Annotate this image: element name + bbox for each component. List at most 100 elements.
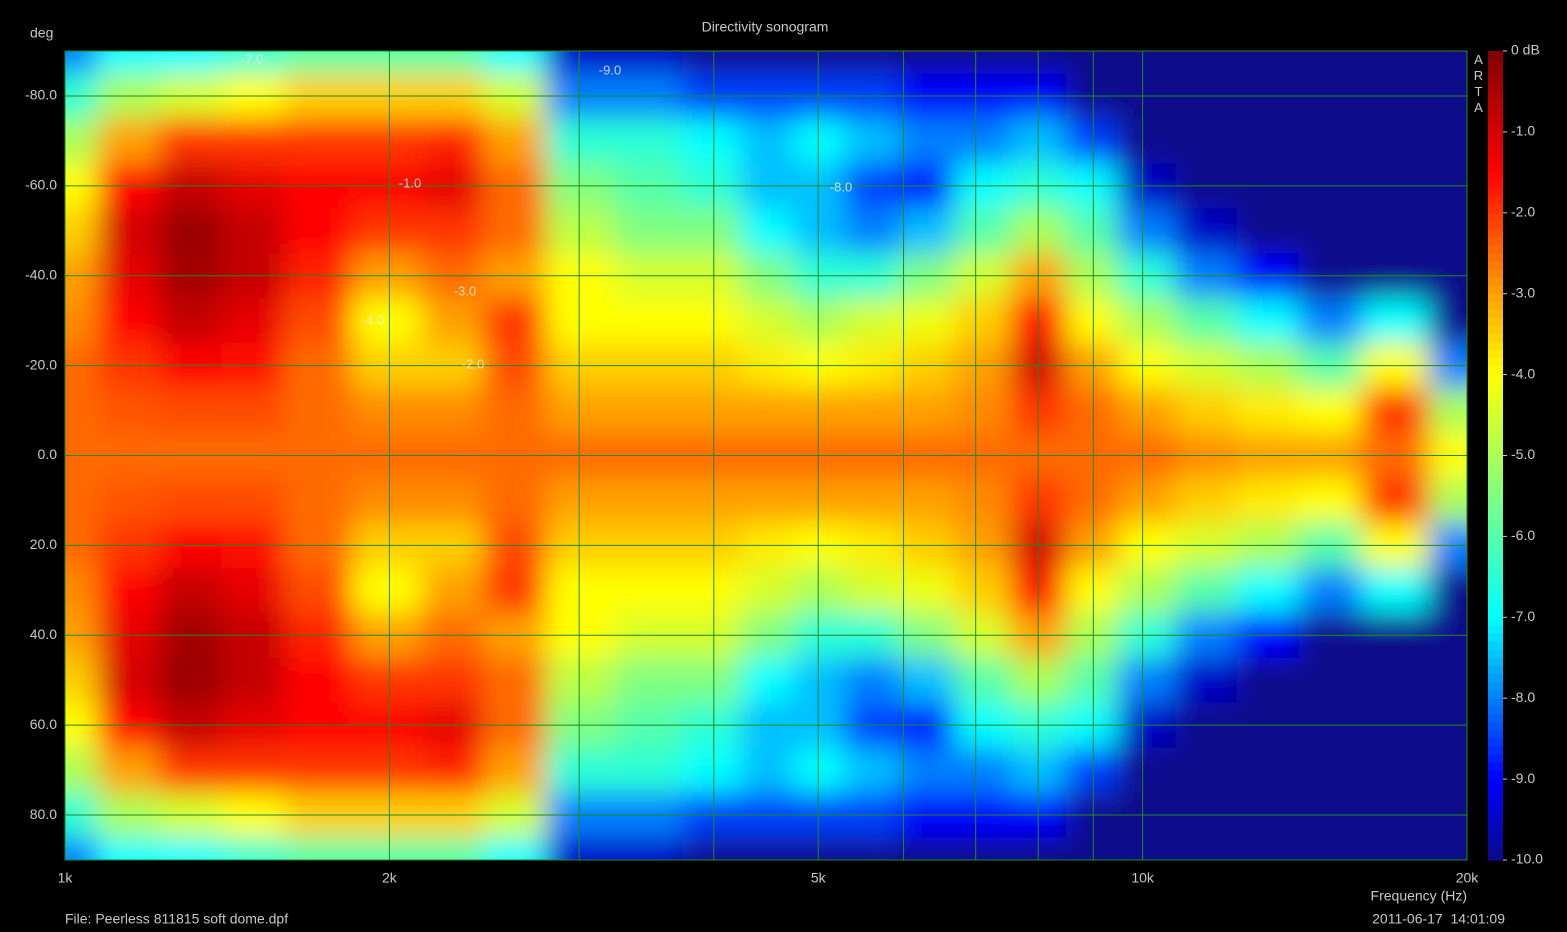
heat-cell <box>1298 388 1363 434</box>
colorbar-step <box>1488 754 1503 764</box>
heat-cell <box>1236 118 1300 164</box>
colorbar-step <box>1488 617 1503 626</box>
colorbar-label: -1.0 <box>1511 123 1535 139</box>
colorbar-step <box>1488 390 1503 400</box>
heat-cell <box>97 477 160 524</box>
heat-cell <box>682 208 742 254</box>
colorbar-step <box>1488 746 1503 756</box>
x-tick-label: 5k <box>811 870 827 886</box>
colorbar-step <box>1488 188 1503 198</box>
colorbar-label: -7.0 <box>1511 608 1535 624</box>
colorbar-step <box>1488 358 1503 368</box>
heat-cell <box>898 657 955 704</box>
heat-cell <box>844 567 900 614</box>
colorbar-step <box>1488 698 1503 707</box>
contour-label: -2.0 <box>462 356 484 371</box>
plot-frame <box>64 50 1468 861</box>
heat-cell <box>351 298 423 344</box>
heat-cell <box>97 837 160 860</box>
heat-cell <box>351 837 423 860</box>
heat-cell <box>1117 657 1176 704</box>
heat-cell <box>1065 388 1119 434</box>
heat-cell <box>1236 477 1300 524</box>
heat-cell <box>954 837 1011 860</box>
heat-cell <box>898 388 955 434</box>
heat-cell <box>159 388 222 434</box>
heat-cell <box>65 747 99 794</box>
colorbar-step <box>1488 714 1503 724</box>
colorbar-step <box>1488 99 1503 109</box>
heat-cell <box>159 477 222 524</box>
colorbar-label: -9.0 <box>1511 770 1535 786</box>
heat-cell <box>898 118 955 164</box>
heat-cell <box>1298 837 1363 860</box>
colorbar-step <box>1488 730 1503 740</box>
contour-label: -4.0 <box>362 312 384 327</box>
heat-cell <box>1361 298 1430 344</box>
colorbar-step <box>1488 139 1503 149</box>
heat-cell <box>1361 567 1430 614</box>
heat-cell <box>1175 837 1238 860</box>
heat-cell <box>284 298 352 344</box>
heat-cell <box>65 208 99 254</box>
colorbar-step <box>1488 423 1503 432</box>
heat-cell <box>741 208 795 254</box>
heat-cell <box>351 747 423 794</box>
y-tick-label: -80.0 <box>25 87 57 103</box>
heat-cell <box>1298 51 1363 74</box>
colorbar-step <box>1488 115 1503 125</box>
heat-cell <box>422 51 484 74</box>
heat-cell <box>844 388 900 434</box>
heat-cell <box>1175 298 1238 344</box>
heat-cell <box>1236 388 1300 434</box>
heat-cell <box>1428 477 1467 524</box>
colorbar-step <box>1488 463 1503 473</box>
colorbar-step <box>1488 455 1503 465</box>
colorbar-step <box>1488 220 1503 230</box>
heat-cell <box>1361 118 1430 164</box>
colorbar-step <box>1488 269 1503 279</box>
heat-cell <box>1428 298 1467 344</box>
heat-cell <box>793 837 846 860</box>
heat-cell <box>898 747 955 794</box>
heat-cell <box>1065 51 1119 74</box>
heat-cell <box>898 567 955 614</box>
colorbar-label: -3.0 <box>1511 284 1535 300</box>
heat-cell <box>1117 477 1176 524</box>
heat-cell <box>1175 51 1238 74</box>
heat-cell <box>1361 51 1430 74</box>
heat-cell <box>793 388 846 434</box>
heat-cell <box>97 388 160 434</box>
colorbar-step <box>1488 382 1503 392</box>
colorbar-step <box>1488 779 1503 788</box>
colorbar-step <box>1488 196 1503 206</box>
contour-label: -1.0 <box>399 175 421 190</box>
heat-cell <box>898 298 955 344</box>
colorbar-step <box>1488 665 1503 675</box>
heat-cell <box>65 118 99 164</box>
heat-cell <box>221 51 285 74</box>
heat-cell <box>615 388 684 434</box>
heat-cell <box>741 747 795 794</box>
x-tick-label: 20k <box>1456 870 1480 886</box>
heat-cell <box>483 298 547 344</box>
heat-cell <box>159 657 222 704</box>
heat-cell <box>1361 477 1430 524</box>
heat-cell <box>545 118 616 164</box>
colorbar-step <box>1488 148 1503 157</box>
colorbar-label: -6.0 <box>1511 527 1535 543</box>
colorbar-step <box>1488 83 1503 93</box>
heat-cell <box>741 477 795 524</box>
heat-cell <box>221 747 285 794</box>
x-tick-label: 10k <box>1131 870 1155 886</box>
heat-cell <box>741 298 795 344</box>
heat-cell <box>1361 657 1430 704</box>
colorbar-step <box>1488 495 1503 505</box>
heat-cell <box>65 477 99 524</box>
heat-cell <box>65 298 99 344</box>
colorbar-step <box>1488 722 1503 732</box>
heat-cell <box>793 477 846 524</box>
colorbar-step <box>1488 334 1503 343</box>
heat-cell <box>65 657 99 704</box>
heat-cell <box>682 51 742 74</box>
